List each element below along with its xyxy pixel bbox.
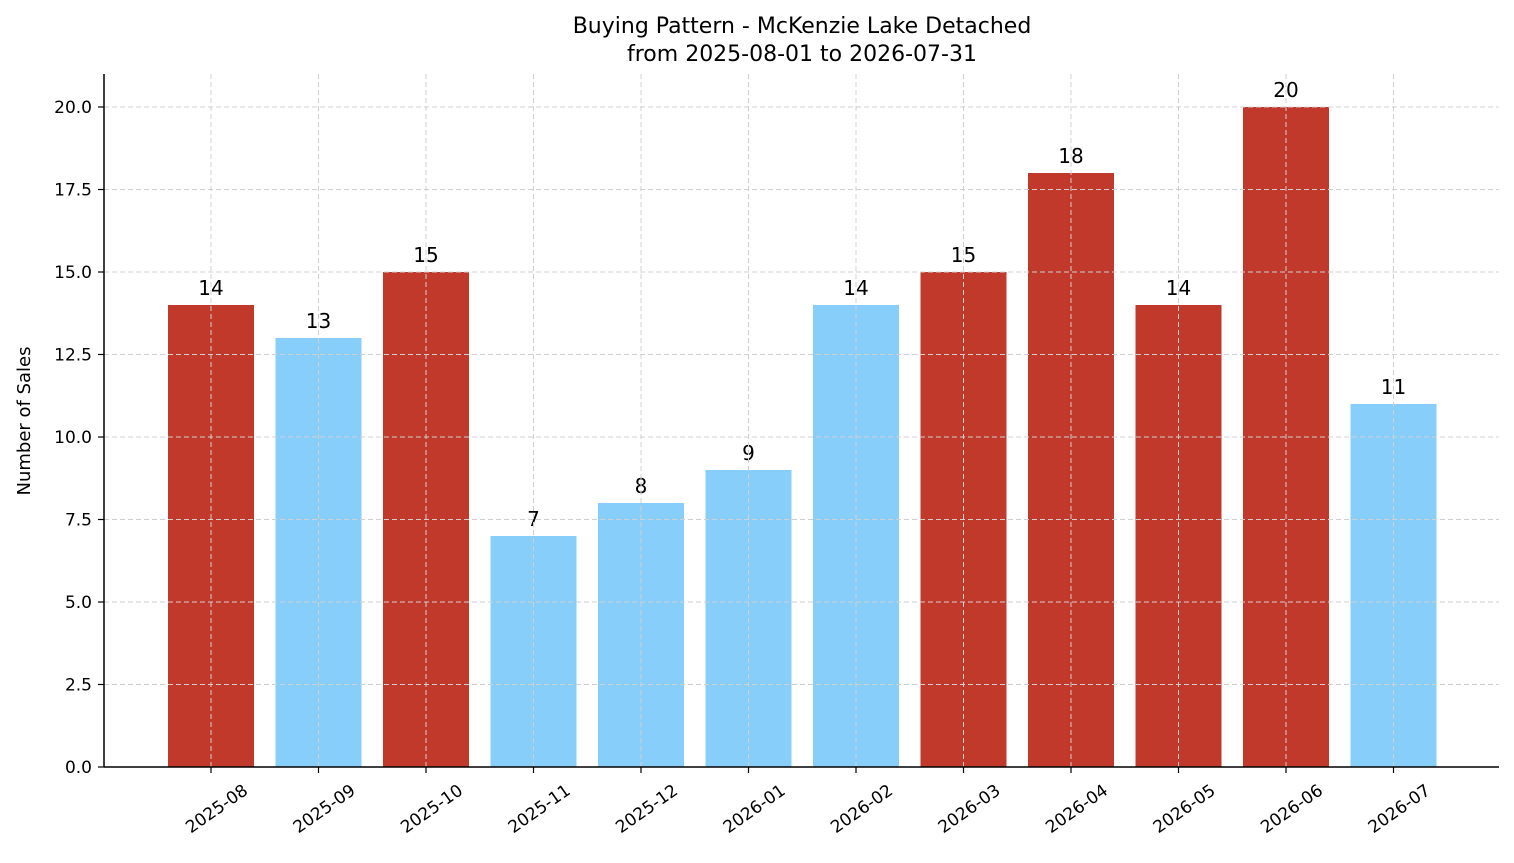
bar-value-label: 13 bbox=[306, 309, 331, 333]
y-tick-label: 12.5 bbox=[54, 346, 92, 366]
y-axis-label: Number of Sales bbox=[14, 346, 35, 495]
y-tick-label: 2.5 bbox=[65, 676, 92, 696]
y-tick-label: 5.0 bbox=[65, 593, 92, 613]
y-tick-label: 20.0 bbox=[54, 98, 92, 118]
x-tick-label: 2025-12 bbox=[612, 781, 682, 838]
x-tick-label: 2025-09 bbox=[290, 781, 360, 838]
bar-value-label: 14 bbox=[843, 276, 868, 300]
chart-title: Buying Pattern - McKenzie Lake Detached bbox=[573, 14, 1032, 39]
y-tick-label: 17.5 bbox=[54, 181, 92, 201]
x-tick-label: 2026-06 bbox=[1257, 781, 1327, 838]
x-tick-label: 2026-04 bbox=[1042, 781, 1112, 838]
y-tick-label: 10.0 bbox=[54, 428, 92, 448]
bar-value-label: 14 bbox=[198, 276, 223, 300]
x-tick-label: 2026-05 bbox=[1150, 781, 1220, 838]
chart-subtitle: from 2025-08-01 to 2026-07-31 bbox=[627, 42, 977, 67]
x-tick-label: 2026-02 bbox=[827, 781, 897, 838]
y-tick-label: 15.0 bbox=[54, 263, 92, 283]
bar-value-label: 14 bbox=[1166, 276, 1191, 300]
x-tick-label: 2026-07 bbox=[1365, 781, 1435, 838]
x-tick-label: 2026-03 bbox=[935, 781, 1005, 838]
x-tick-label: 2026-01 bbox=[720, 781, 790, 838]
bars: 141315789141518142011 bbox=[168, 78, 1437, 767]
x-tick-label: 2025-08 bbox=[182, 781, 252, 838]
y-tick-label: 0.0 bbox=[65, 758, 92, 778]
y-tick-label: 7.5 bbox=[65, 511, 92, 531]
bar-2025-09 bbox=[275, 338, 362, 767]
x-tick-label: 2025-11 bbox=[505, 781, 575, 838]
x-tick-label: 2025-10 bbox=[397, 781, 467, 838]
